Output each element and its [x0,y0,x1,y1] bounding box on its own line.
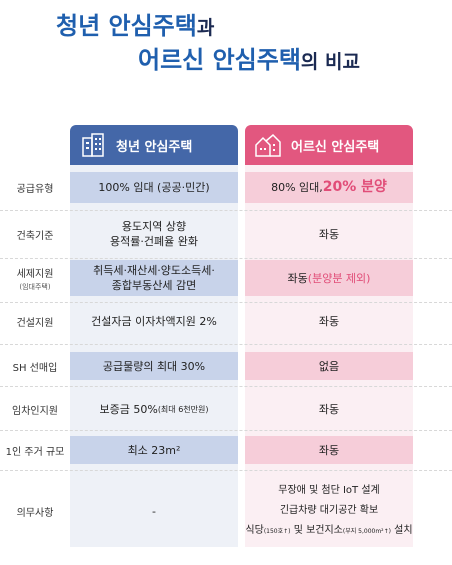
senior-cell: 무장애 및 첨단 IoT 설계 긴급차량 대기공간 확보 식당(150호↑) 및… [245,484,413,536]
title-line-1: 청년 안심주택과 [56,12,215,40]
youth-cell: 최소 23m² [70,436,238,464]
senior-cell: 좌동 [318,314,340,328]
row-label: 임차인지원 [12,405,58,417]
row-building-standard: 건축기준 용도지역 상향 용적률·건폐율 완화 좌동 [0,214,452,254]
senior-cell: 좌동 [318,402,340,416]
row-label: 1인 주거 규모 [5,446,65,458]
row-construction-support: 건설지원 건설자금 이자차액지원 2% 좌동 [0,306,452,336]
title-line-2: 어르신 안심주택의 비교 [138,46,360,74]
row-label: 의무사항 [16,507,54,519]
row-unit-size: 1인 주거 규모 최소 23m² 좌동 [0,436,452,464]
youth-cell: 100% 임대 (공공·민간) [70,172,238,203]
youth-cell: 건설자금 이자차액지원 2% [91,314,217,328]
page-title: 청년 안심주택과 어르신 안심주택의 비교 [0,0,452,80]
row-label: 건축기준 [16,230,54,242]
row-obligations: 의무사항 - 무장애 및 첨단 IoT 설계 긴급차량 대기공간 확보 식당(1… [0,476,452,546]
senior-cell: 80% 임대, 20% 분양 [245,172,413,203]
youth-cell: 공급물량의 최대 30% [70,352,238,380]
senior-cell: 좌동 [318,227,340,241]
row-label: 세제지원 (임대주택) [16,268,54,291]
row-label: 건설지원 [16,317,54,329]
house-icon [253,132,283,158]
senior-cell: 없음 [245,352,413,380]
row-sh-purchase: SH 선매입 공급물량의 최대 30% 없음 [0,352,452,380]
building-icon [78,132,108,158]
row-label: SH 선매입 [12,362,58,374]
senior-column-header: 어르신 안심주택 [245,125,413,165]
youth-column-header: 청년 안심주택 [70,125,238,165]
youth-cell: 용도지역 상향 용적률·건폐율 완화 [110,220,198,248]
youth-cell: 취득세·재산세·양도소득세· 종합부동산세 감면 [70,260,238,296]
row-supply-type: 공급유형 100% 임대 (공공·민간) 80% 임대, 20% 분양 [0,172,452,203]
row-tenant-support: 임차인지원 보증금 50% (최대 6천만원) 좌동 [0,394,452,424]
youth-cell: - [152,504,156,518]
youth-cell: 보증금 50% (최대 6천만원) [99,402,209,416]
row-tax-support: 세제지원 (임대주택) 취득세·재산세·양도소득세· 종합부동산세 감면 좌동 … [0,260,452,296]
senior-cell: 좌동 [245,436,413,464]
senior-cell: 좌동 (분양분 제외) [245,260,413,296]
row-label: 공급유형 [16,184,54,195]
